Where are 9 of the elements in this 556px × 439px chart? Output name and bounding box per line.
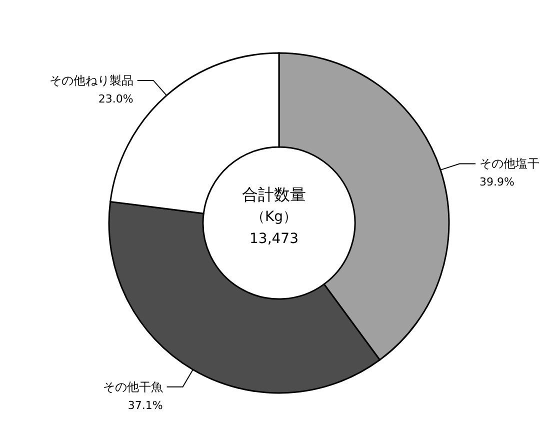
slice-label: その他干魚 xyxy=(102,380,163,394)
text: 合計数量 xyxy=(241,184,307,206)
slice-label: その他ねり製品 xyxy=(49,73,134,88)
slice-label: その他塩干 xyxy=(480,156,540,171)
data-label: 23.0% xyxy=(98,92,134,106)
data-label: 37.1% xyxy=(128,398,163,412)
data-label: 39.9% xyxy=(480,176,514,189)
text: 13,473 xyxy=(248,230,300,249)
text: （Kg） xyxy=(250,208,298,227)
